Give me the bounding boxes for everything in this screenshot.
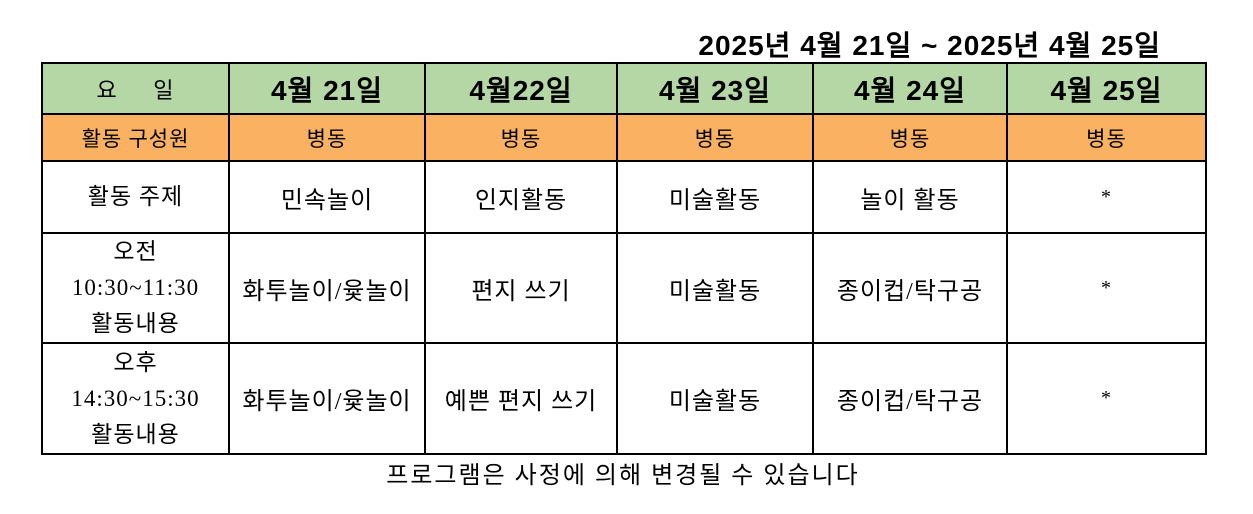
date-range-title: 2025년 4월 21일 ~ 2025년 4월 25일 (698, 30, 1161, 61)
activity-cell: 편지 쓰기 (424, 232, 618, 344)
activity-cell: 인지활동 (424, 160, 618, 234)
activity-cell: * (1006, 160, 1207, 234)
group-label-cell: 활동 구성원 (41, 113, 230, 162)
ward-cell: 병동 (616, 113, 814, 162)
theme-row: 활동 주제 민속놀이 인지활동 미술활동 놀이 활동 * (41, 160, 1207, 234)
day-header-cell: 4월 25일 (1006, 62, 1207, 115)
activity-cell: 미술활동 (616, 342, 814, 455)
header-row: 요 일 4월 21일 4월22일 4월 23일 4월 24일 4월 25일 (41, 62, 1207, 115)
afternoon-row: 오후 14:30~15:30 활동내용 화투놀이/윷놀이 예쁜 편지 쓰기 미술… (41, 342, 1207, 455)
day-header-cell: 4월22일 (424, 62, 618, 115)
day-header-cell: 4월 21일 (228, 62, 426, 115)
schedule-table: 요 일 4월 21일 4월22일 4월 23일 4월 24일 4월 25일 활동… (41, 62, 1207, 455)
ward-cell: 병동 (424, 113, 618, 162)
activity-cell: 종이컵/탁구공 (812, 342, 1008, 455)
activity-cell: 미술활동 (616, 232, 814, 344)
ward-cell: 병동 (812, 113, 1008, 162)
row-label-cell: 활동 주제 (41, 160, 230, 234)
ward-cell: 병동 (228, 113, 426, 162)
activity-cell: 놀이 활동 (812, 160, 1008, 234)
activity-cell: 미술활동 (616, 160, 814, 234)
day-header-cell: 4월 24일 (812, 62, 1008, 115)
ward-cell: 병동 (1006, 113, 1207, 162)
activity-cell: 민속놀이 (228, 160, 426, 234)
activity-cell: 종이컵/탁구공 (812, 232, 1008, 344)
activity-cell: 화투놀이/윷놀이 (228, 342, 426, 455)
day-header-cell: 4월 23일 (616, 62, 814, 115)
day-label-header-cell: 요 일 (41, 62, 230, 115)
activity-cell: * (1006, 342, 1207, 455)
activity-cell: 화투놀이/윷놀이 (228, 232, 426, 344)
row-label-cell: 오후 14:30~15:30 활동내용 (41, 342, 230, 455)
morning-row: 오전 10:30~11:30 활동내용 화투놀이/윷놀이 편지 쓰기 미술활동 … (41, 232, 1207, 344)
group-row: 활동 구성원 병동 병동 병동 병동 병동 (41, 113, 1207, 162)
activity-cell: * (1006, 232, 1207, 344)
footer-note: 프로그램은 사정에 의해 변경될 수 있습니다 (386, 463, 860, 489)
activity-cell: 예쁜 편지 쓰기 (424, 342, 618, 455)
row-label-cell: 오전 10:30~11:30 활동내용 (41, 232, 230, 344)
